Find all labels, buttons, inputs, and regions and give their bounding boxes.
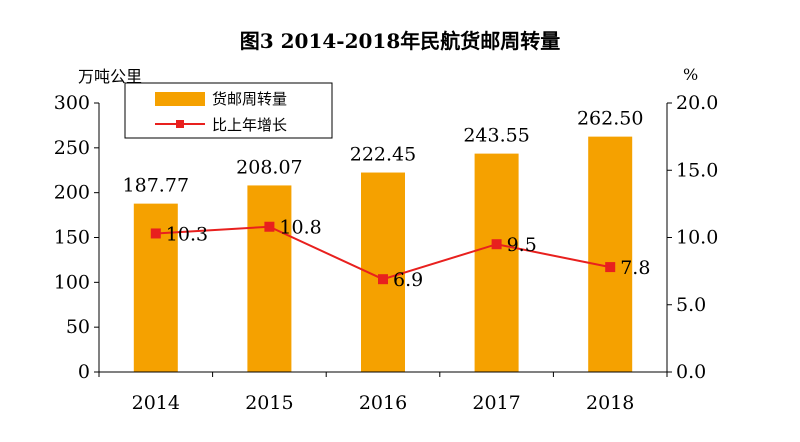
right-tick-label: 20.0 <box>676 92 718 114</box>
growth-marker-2017 <box>491 239 502 250</box>
bar-2017 <box>474 153 519 372</box>
growth-label-2017: 9.5 <box>507 234 537 256</box>
bar-label-2016: 222.45 <box>350 144 416 166</box>
x-tick-label-2016: 2016 <box>359 392 407 414</box>
bar-label-2015: 208.07 <box>236 156 302 178</box>
growth-label-2014: 10.3 <box>166 223 208 245</box>
bar-2018 <box>588 136 633 372</box>
axes-layer: 0 50 100 150 200 250 300 0.0 5.0 10.0 15.0 20.0 2014… <box>54 92 719 414</box>
x-tick-label-2018: 2018 <box>586 392 634 414</box>
growth-marker-2016 <box>378 274 388 285</box>
line-layer <box>150 221 616 285</box>
x-tick-label-2015: 2015 <box>245 392 293 414</box>
growth-label-2018: 7.8 <box>620 257 650 279</box>
labels-layer: 187.77 208.07 222.45 243.55 262.50 10.3 10.8 6.… <box>123 108 651 292</box>
growth-label-2015: 10.8 <box>279 217 321 239</box>
legend-line-marker <box>176 120 184 128</box>
chart-title: 图3 2014-2018年民航货邮周转量 <box>240 29 561 53</box>
bar-label-2018: 262.50 <box>577 108 643 130</box>
left-tick-label: 150 <box>54 227 90 249</box>
bar-label-2014: 187.77 <box>123 175 189 197</box>
x-tick-label-2017: 2017 <box>472 392 520 414</box>
right-tick-label: 15.0 <box>676 159 718 181</box>
legend: 货邮周转量 比上年增长 <box>124 82 333 139</box>
bar-2015 <box>247 185 292 372</box>
left-axis-label: 万吨公里 <box>78 67 142 86</box>
right-tick-label: 5.0 <box>676 294 706 316</box>
legend-bar-swatch <box>155 92 205 106</box>
x-tick-label-2014: 2014 <box>132 392 180 414</box>
right-tick-label: 10.0 <box>676 227 718 249</box>
left-tick-label: 300 <box>54 92 90 114</box>
legend-line-label: 比上年增长 <box>212 116 287 134</box>
growth-label-2016: 6.9 <box>393 269 423 291</box>
left-tick-label: 200 <box>54 182 90 204</box>
right-axis-label: % <box>683 65 698 84</box>
growth-marker-2018 <box>605 262 616 273</box>
legend-bar-label: 货邮周转量 <box>212 90 287 108</box>
left-tick-label: 50 <box>66 316 90 338</box>
left-tick-label: 250 <box>54 137 90 159</box>
left-tick-label: 100 <box>54 271 90 293</box>
bars-layer <box>133 136 633 372</box>
bar-label-2017: 243.55 <box>463 125 529 147</box>
growth-marker-2014 <box>150 228 161 239</box>
left-tick-label: 0 <box>78 361 90 383</box>
right-tick-label: 0.0 <box>676 361 706 383</box>
growth-marker-2015 <box>264 221 275 232</box>
